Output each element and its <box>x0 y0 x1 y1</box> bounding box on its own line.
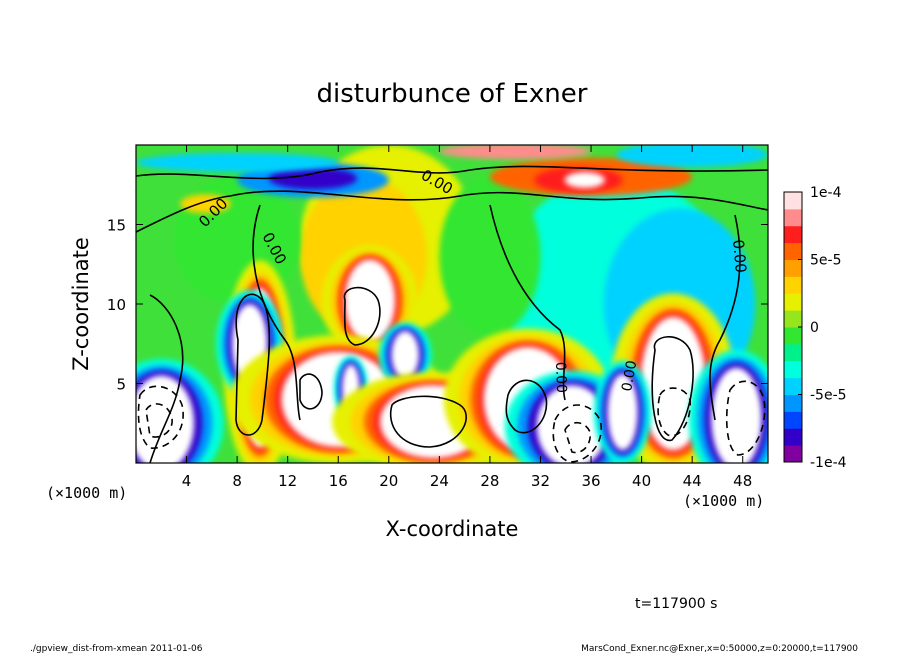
colorbar-swatch <box>784 394 802 412</box>
broad-field <box>439 176 541 336</box>
upper-positive <box>180 194 231 214</box>
positive-anomaly-core <box>344 259 396 343</box>
upper-negative <box>616 145 768 168</box>
x-tick-label: 16 <box>329 472 348 490</box>
closed-contour <box>343 286 381 346</box>
negative-contour <box>145 403 173 438</box>
colorbar-tick-label: 5e-5 <box>810 253 841 269</box>
negative-anomaly-core <box>136 375 195 463</box>
x-tick-label: 44 <box>683 472 702 490</box>
x-tick-label: 32 <box>531 472 550 490</box>
colorbar-swatch <box>784 208 802 227</box>
negative-anomaly-core <box>536 385 608 463</box>
negative-anomaly-core <box>391 331 420 379</box>
y-tick-label: 5 <box>116 376 126 394</box>
negative-anomaly-core <box>711 367 762 463</box>
zero-contour <box>136 190 768 233</box>
colorbar-tick-label: 1e-4 <box>810 185 842 201</box>
colorbar-tick-label: -1e-4 <box>810 455 847 471</box>
disturbance-field <box>136 145 768 463</box>
upper-positive <box>439 145 592 160</box>
contour-label: 0.00 <box>619 359 640 392</box>
contour-label: 0.00 <box>552 362 569 394</box>
colorbar-swatch <box>784 242 802 260</box>
negative-anomaly-core <box>607 373 638 451</box>
zero-contour <box>489 204 566 401</box>
contour-label: 0.00 <box>729 239 750 274</box>
negative-contour <box>725 380 766 456</box>
plot-area <box>136 145 768 463</box>
colorbar-swatch <box>784 310 802 328</box>
y-axis-title: Z-coordinate <box>69 237 93 371</box>
colorbar-tick-label: -5e-5 <box>810 388 847 404</box>
colorbar-swatch <box>784 276 802 294</box>
x-tick-label: 12 <box>278 472 297 490</box>
x-axis: 4 8 12 16 20 24 28 32 36 40 44 48 <box>182 145 752 490</box>
y-tick-label: 15 <box>107 217 126 235</box>
x-tick-label: 20 <box>379 472 398 490</box>
x-tick-label: 36 <box>581 472 600 490</box>
colorbar-swatch <box>784 343 802 362</box>
y-axis: 5 10 15 <box>107 217 768 394</box>
footer-left: ./gpview_dist-from-xmean 2011-01-06 <box>30 644 203 654</box>
x-tick-label: 8 <box>232 472 242 490</box>
y-axis-unit-label: (×1000 m) <box>46 484 127 502</box>
upper-positive-core <box>564 172 605 188</box>
colorbar-swatch <box>784 428 802 446</box>
colorbar-swatch <box>784 293 802 311</box>
closed-contour <box>235 293 271 436</box>
x-tick-label: 40 <box>632 472 651 490</box>
closed-contour <box>389 395 467 448</box>
footer-right: MarsCond_Exner.nc@Exner,x=0:50000,z=0:20… <box>581 644 858 654</box>
colorbar-swatch <box>784 411 802 429</box>
zero-contour <box>136 165 768 180</box>
colorbar-swatch <box>784 225 802 244</box>
colorbar-swatch <box>784 445 802 463</box>
negative-contour <box>657 387 691 437</box>
time-label: t=117900 s <box>635 596 717 612</box>
colorbar-swatch <box>784 377 802 395</box>
x-tick-label: 4 <box>182 472 192 490</box>
zero-contour <box>252 204 301 421</box>
x-tick-label: 24 <box>430 472 449 490</box>
negative-contour <box>552 404 603 463</box>
x-axis-unit-label: (×1000 m) <box>683 492 764 510</box>
colorbar-swatch <box>784 192 802 210</box>
x-tick-label: 48 <box>733 472 752 490</box>
y-tick-label: 10 <box>107 296 126 314</box>
zero-contour <box>149 294 184 463</box>
colorbar-tick-label: 0 <box>810 320 819 336</box>
upper-negative <box>268 167 358 190</box>
contour-lines <box>136 165 768 463</box>
closed-contour <box>299 373 323 410</box>
colorbar-swatch <box>784 360 802 379</box>
colorbar: 1e-4 5e-5 0 -5e-5 -1e-4 <box>783 185 847 471</box>
zero-contour <box>709 214 741 421</box>
closed-contour <box>651 336 694 441</box>
closed-contour <box>505 379 548 434</box>
upper-negative <box>136 152 339 173</box>
chart-title: disturbunce of Exner <box>317 79 588 109</box>
negative-contour <box>137 385 184 449</box>
colorbar-swatch <box>784 327 802 345</box>
colorbar-swatch <box>784 259 802 277</box>
x-axis-title: X-coordinate <box>386 517 519 541</box>
x-tick-label: 28 <box>480 472 499 490</box>
